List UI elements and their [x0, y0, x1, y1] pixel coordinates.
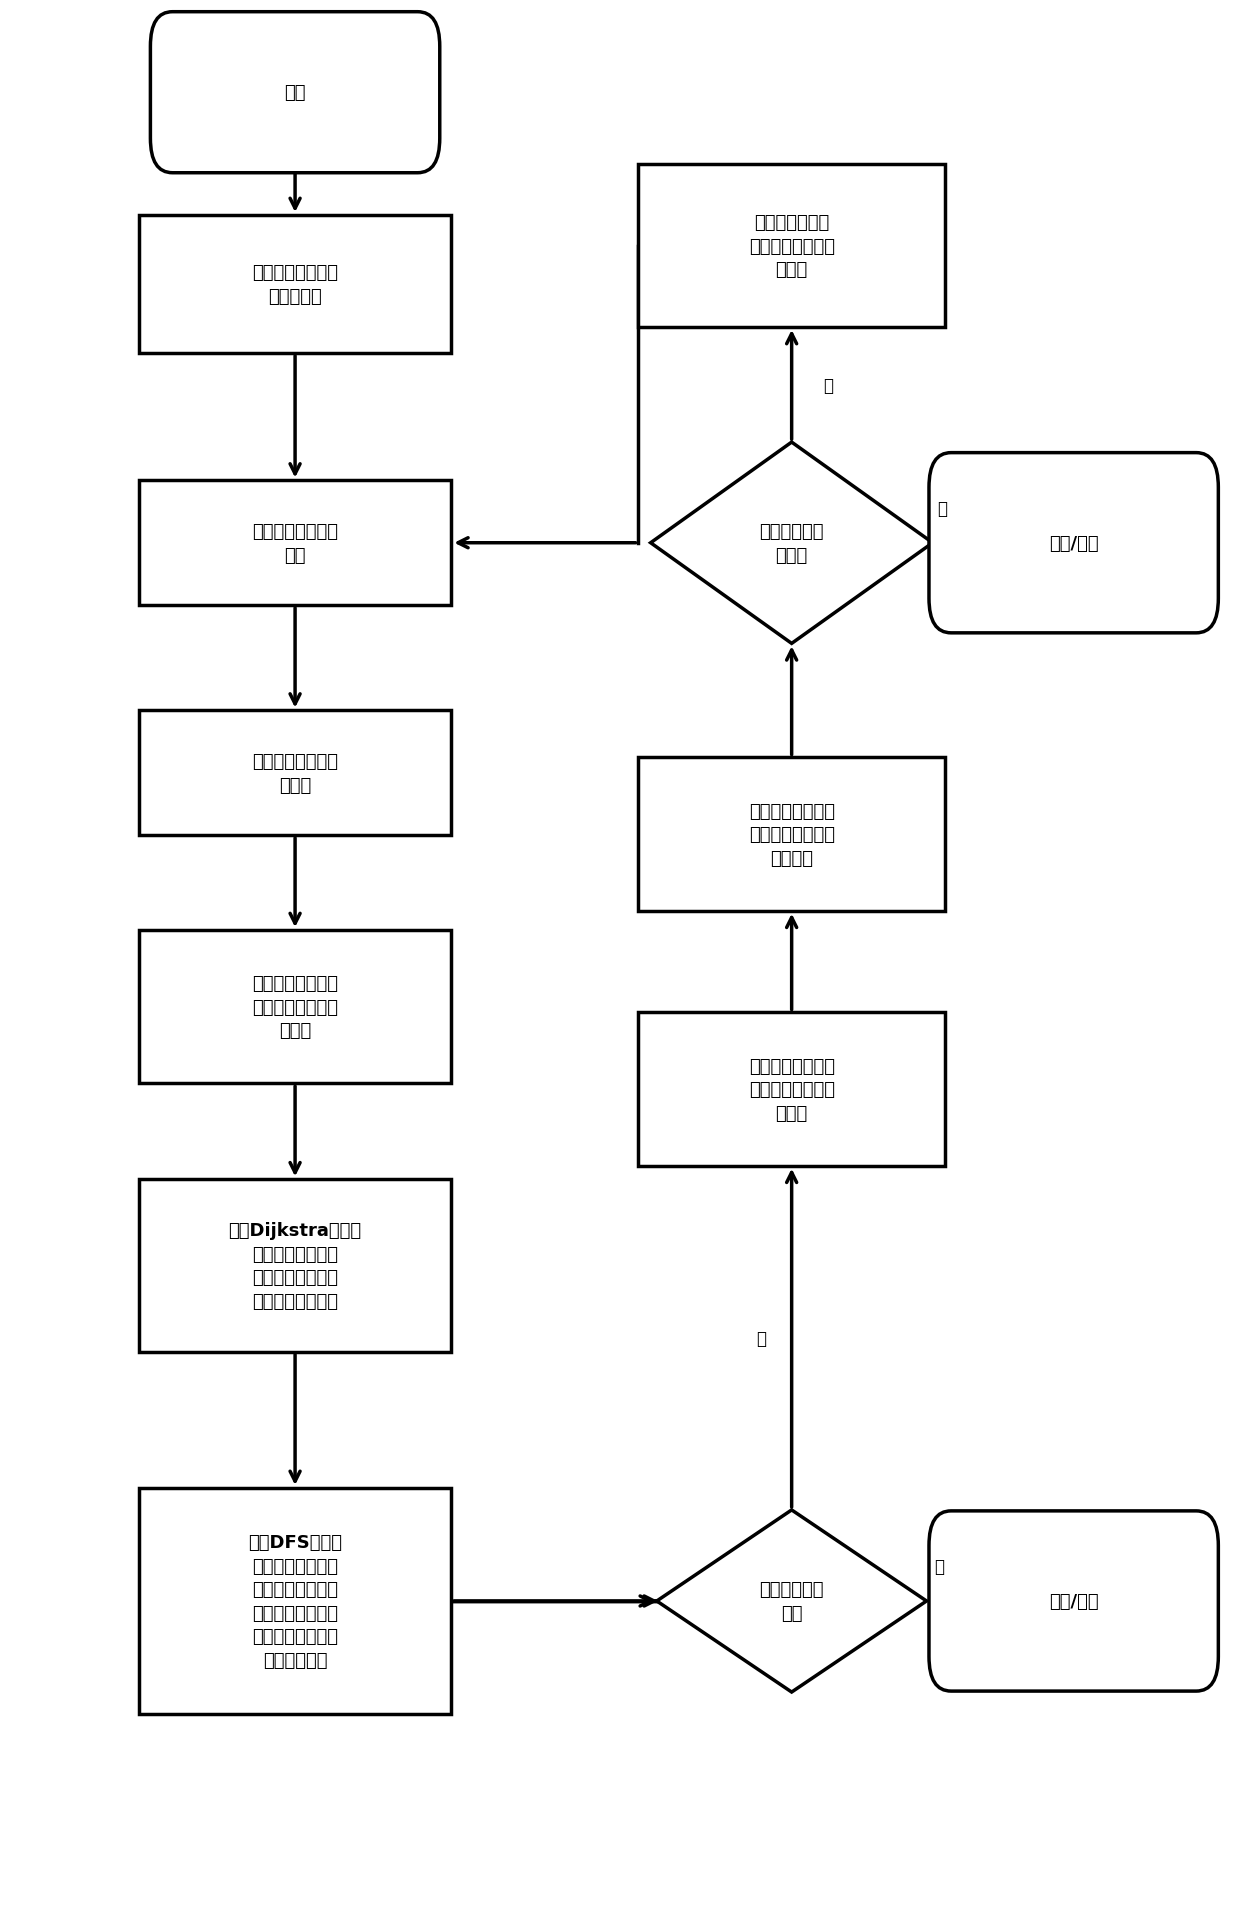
Bar — [139, 481, 451, 606]
Polygon shape — [651, 442, 932, 645]
Text: 否: 否 — [823, 376, 833, 394]
Text: 结束/失败: 结束/失败 — [1049, 1592, 1099, 1610]
Bar — [639, 1013, 945, 1166]
Text: 根据不成功的原
因，去掉相应的线
路信息: 根据不成功的原 因，去掉相应的线 路信息 — [749, 214, 835, 280]
Text: 是: 是 — [937, 500, 947, 517]
FancyBboxPatch shape — [929, 1511, 1219, 1691]
FancyBboxPatch shape — [929, 454, 1219, 633]
Bar — [639, 166, 945, 328]
Text: 结束/成功: 结束/成功 — [1049, 535, 1099, 552]
Text: 使用DFS遍历算
法，求出所有源点
到目标节点的可达
路径，去掉上面算
出的最低费用和最
少时间的路径: 使用DFS遍历算 法，求出所有源点 到目标节点的可达 路径，去掉上面算 出的最低… — [248, 1532, 342, 1669]
Text: 是否还有可达
路径: 是否还有可达 路径 — [759, 1581, 823, 1621]
Text: 否: 否 — [934, 1558, 944, 1575]
Text: 把站点和整数做一
个映射: 把站点和整数做一 个映射 — [252, 753, 339, 793]
Text: 取出线路中所有的
站点: 取出线路中所有的 站点 — [252, 523, 339, 564]
Bar — [639, 758, 945, 911]
Text: 所有平台都下
单成功: 所有平台都下 单成功 — [759, 523, 823, 564]
Text: 把方案结果返回给
客户，让客户选一
个方案: 把方案结果返回给 客户，让客户选一 个方案 — [749, 1058, 835, 1121]
Bar — [139, 930, 451, 1085]
Bar — [139, 216, 451, 353]
Text: 以线路数据和映射
完的整数绘制一个
有向图: 以线路数据和映射 完的整数绘制一个 有向图 — [252, 975, 339, 1040]
Bar — [139, 1488, 451, 1714]
Bar — [139, 1179, 451, 1353]
Text: 根据客户选定的方
案，去相应的物流
平台下单: 根据客户选定的方 案，去相应的物流 平台下单 — [749, 803, 835, 867]
Text: 是: 是 — [756, 1330, 766, 1347]
Bar — [139, 710, 451, 836]
Text: 取出数据库中所有
的线路信息: 取出数据库中所有 的线路信息 — [252, 264, 339, 305]
Text: 使用Dijkstra算法，
求出有向图中的源
点到目标节点的最
低费用和最少时间: 使用Dijkstra算法， 求出有向图中的源 点到目标节点的最 低费用和最少时间 — [228, 1222, 362, 1310]
Polygon shape — [657, 1509, 926, 1693]
Text: 开始: 开始 — [284, 85, 306, 102]
FancyBboxPatch shape — [150, 14, 440, 174]
